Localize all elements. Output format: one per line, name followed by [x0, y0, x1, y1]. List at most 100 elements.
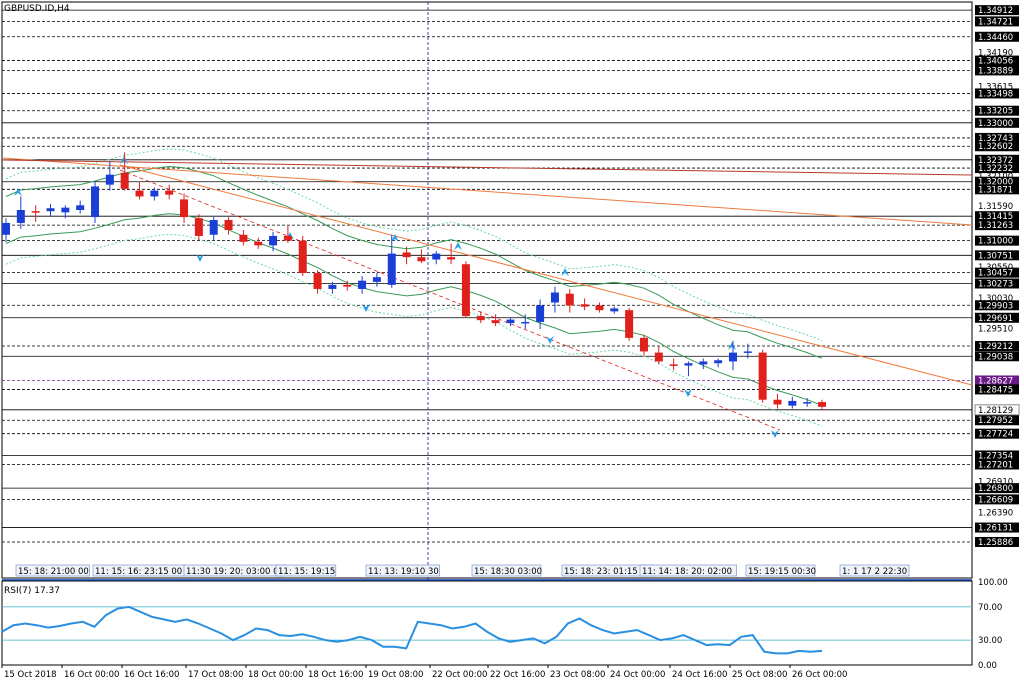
rsi-tick-label: 30.00 — [978, 636, 1002, 646]
price-tag-bg — [975, 55, 1019, 66]
candle-body — [224, 220, 233, 231]
main-frame — [1, 1, 973, 579]
candle-body — [91, 186, 100, 218]
candle-body — [818, 402, 826, 407]
fractal-up-arrow — [728, 342, 736, 350]
price-tag-bg — [975, 459, 1019, 470]
time-tick-label: 18 Oct 16:00 — [308, 670, 363, 680]
price-tick-label: 1.34056 — [978, 57, 1013, 67]
chart-title: GBPUSD.ID,H4 — [4, 4, 70, 14]
session-box — [639, 564, 737, 577]
price-tag-bg — [975, 31, 1019, 42]
candle-body — [447, 257, 456, 260]
session-label: 11: 15: 19:15 — [278, 567, 335, 577]
candle-body — [76, 205, 85, 211]
candle-body — [120, 172, 129, 189]
price-tick-label: 1.33205 — [978, 107, 1013, 117]
candle-body — [358, 280, 367, 289]
fractal-down-arrow — [546, 336, 554, 344]
price-tag-bg — [975, 384, 1019, 395]
price-tick-label: 1.34912 — [978, 6, 1013, 16]
candle-body — [209, 220, 218, 235]
candle-body — [2, 222, 10, 235]
candle-body — [165, 190, 174, 195]
session-label: 11: 15: 16: 23:15 00 — [95, 567, 182, 577]
candle-body — [550, 292, 559, 303]
candle-body — [639, 337, 648, 352]
candle-body — [788, 400, 797, 406]
price-tick-label: 1.29212 — [978, 342, 1013, 352]
price-tick-label: 1.26390 — [978, 508, 1013, 518]
time-tick-label: 22 Oct 00:00 — [432, 670, 487, 680]
time-tick-label: 22 Oct 16:00 — [490, 670, 545, 680]
time-tick-label: 16 Oct 00:00 — [64, 670, 119, 680]
session-box — [275, 564, 337, 577]
band-outer-upper — [5, 148, 823, 342]
candle-body — [669, 364, 678, 366]
price-tick-label: 1.32000 — [978, 178, 1013, 188]
time-tick-label: 24 Oct 16:00 — [672, 670, 727, 680]
candle-body — [565, 293, 574, 306]
candle-body — [150, 190, 159, 197]
price-tag-bg — [975, 536, 1019, 547]
price-tick-label: 1.30751 — [978, 251, 1013, 261]
price-tag-bg — [975, 494, 1019, 505]
price-tag-bg — [975, 141, 1019, 152]
main-price-panel[interactable] — [1, 1, 973, 665]
price-tick-label: 1.30030 — [978, 294, 1013, 304]
price-tag-bg — [975, 278, 1019, 289]
candle-body — [506, 319, 515, 324]
candle-body — [728, 352, 737, 362]
price-tick-label: 1.33498 — [978, 89, 1013, 99]
candle-body — [194, 218, 203, 236]
candle-body — [105, 174, 114, 185]
session-label: 15: 19:15 00:30 — [748, 567, 816, 577]
candle-body — [684, 363, 693, 366]
candle-body — [387, 253, 396, 285]
trend-line-upper — [1, 157, 973, 226]
price-tick-label: 1.34460 — [978, 33, 1013, 43]
fractal-up-arrow — [454, 242, 462, 250]
time-axis: 15 Oct 2018 16 Oct 00:00 16 Oct 16:00 17 Oc… — [1, 665, 847, 680]
session-label: 15: 18: 21:00 00 — [18, 567, 89, 577]
rsi-panel[interactable]: 100.00 70.00 30.00 0.00 — [1, 578, 1008, 671]
candle-body — [595, 305, 604, 311]
time-tick-label: 25 Oct 08:00 — [732, 670, 787, 680]
price-tag-bg — [975, 483, 1019, 494]
price-tick-label: 1.30273 — [978, 279, 1013, 289]
price-tick-label: 1.25886 — [978, 538, 1013, 548]
price-tick-label: 1.31415 — [978, 212, 1013, 222]
candle-body — [803, 402, 812, 404]
price-tick-label: 1.31590 — [978, 202, 1013, 212]
price-tick-label: 1.27952 — [978, 416, 1013, 426]
candle-body — [714, 360, 723, 364]
price-tag-bg — [975, 211, 1019, 222]
fractal-down-arrow — [196, 254, 204, 262]
fractal-down-arrow — [771, 430, 779, 438]
candle-body — [476, 316, 485, 321]
candle-body — [343, 284, 352, 287]
price-tick-label: 1.32372 — [978, 156, 1013, 166]
candle-body — [654, 352, 663, 362]
trend-line-down — [119, 164, 973, 386]
time-tick-label: 18 Oct 00:00 — [248, 670, 303, 680]
candle-body — [31, 211, 40, 213]
price-tick-label: 1.32743 — [978, 134, 1013, 144]
rsi-frame — [1, 580, 973, 666]
price-tag-bg — [975, 250, 1019, 261]
candle-body — [269, 235, 278, 246]
price-tick-label: 1.27354 — [978, 451, 1013, 461]
band-outer-lower — [5, 233, 823, 427]
session-label: 11: 13: 19:10 30 — [368, 567, 439, 577]
time-tick-label: 26 Oct 00:00 — [792, 670, 847, 680]
candle-body — [46, 208, 55, 212]
rsi-line — [1, 605, 823, 655]
session-label: 15: 18:30 03:00 — [474, 567, 542, 577]
price-tick-label: 1.26609 — [978, 495, 1013, 505]
candle-body — [180, 199, 189, 218]
price-tick-label: 1.31263 — [978, 221, 1013, 231]
session-label: 11: 14: 18: 20: 02:00 — [642, 567, 732, 577]
session-box — [471, 564, 542, 577]
session-label: 15: 18: 23: 01:15 00 — [564, 567, 651, 577]
